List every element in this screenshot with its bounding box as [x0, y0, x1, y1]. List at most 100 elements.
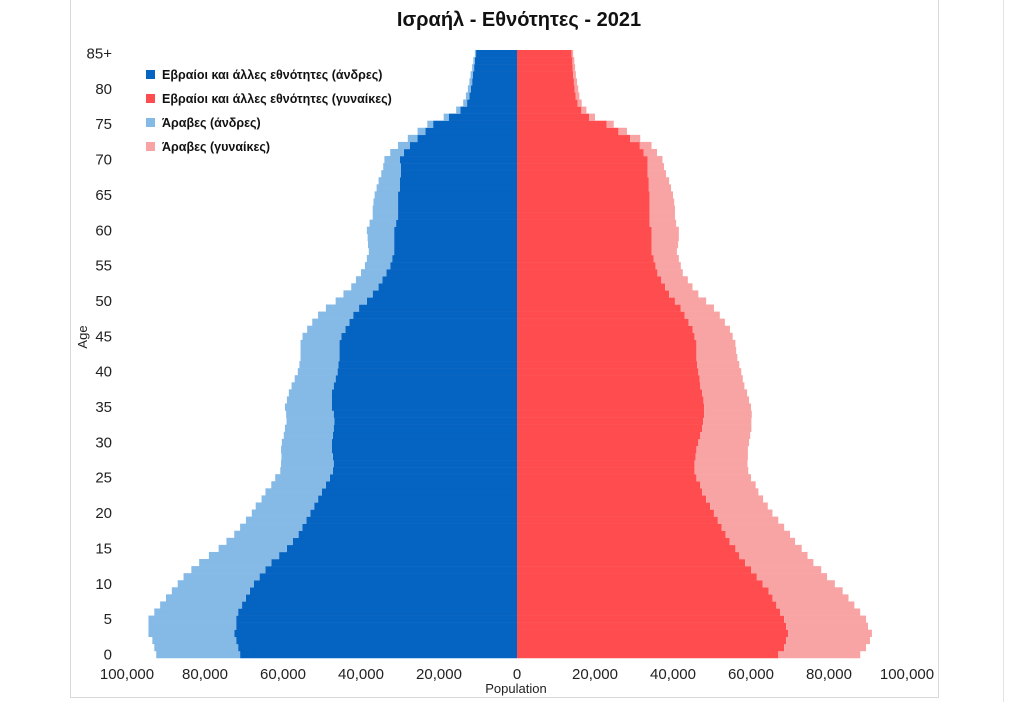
bar-right-series0-age-61	[517, 219, 650, 227]
bar-left-series1-age-1	[154, 643, 239, 652]
bar-left-series0-age-30	[331, 438, 517, 447]
legend-swatch-1	[146, 94, 155, 103]
bar-left-series1-age-20	[251, 509, 311, 517]
bar-right-series1-age-51	[669, 290, 699, 298]
bar-right-series1-age-30	[698, 438, 750, 447]
bar-left-series1-age-71	[390, 148, 404, 157]
bar-right-series0-age-8	[517, 594, 773, 602]
bar-right-series1-age-72	[639, 141, 652, 150]
bar-left-series1-age-56	[366, 255, 393, 263]
y-tick-label-40: 40	[95, 364, 112, 381]
bar-right-series0-age-57	[517, 247, 652, 256]
bar-right-series0-age-60	[517, 226, 652, 235]
bar-left-series1-age-31	[283, 431, 333, 440]
bar-right-series0-age-17	[517, 530, 726, 539]
bar-left-series1-age-59	[367, 233, 395, 242]
bar-right-series1-age-70	[647, 156, 663, 164]
bar-right-series0-age-77	[517, 106, 582, 114]
bar-right-series0-age-34	[517, 410, 705, 418]
bar-right-series1-age-24	[700, 481, 756, 489]
bar-right-series1-age-28	[695, 452, 748, 461]
bar-right-series1-age-48	[684, 311, 720, 319]
bar-left-series0-age-37	[331, 389, 517, 397]
legend-swatch-0	[146, 70, 155, 79]
bar-right-series0-age-46	[517, 325, 693, 334]
bar-left-series1-age-62	[372, 212, 399, 220]
bar-left-series1-age-42	[300, 354, 340, 362]
bar-left-series1-age-32	[284, 424, 334, 433]
bar-right-series1-age-32	[702, 424, 752, 433]
bar-left-series1-age-13	[199, 559, 272, 567]
bar-right-series0-age-42	[517, 354, 697, 362]
bar-left-series1-age-79	[465, 92, 470, 100]
bar-left-series0-age-83	[474, 64, 517, 72]
bar-right-series0-age-68	[517, 170, 648, 178]
bar-right-series1-age-0	[778, 650, 861, 659]
bar-left-series0-age-33	[334, 417, 517, 425]
bar-left-series1-age-43	[300, 346, 340, 355]
bar-right-series1-age-49	[680, 304, 714, 312]
bar-left-series1-age-45	[302, 332, 342, 341]
legend-label-1: Εβραίοι και άλλες εθνότητες (γυναίκες)	[162, 92, 392, 106]
bar-left-series0-age-62	[398, 212, 517, 220]
legend-swatch-3	[146, 142, 155, 151]
bar-right-series0-age-27	[517, 460, 695, 468]
y-tick-label-55: 55	[95, 258, 112, 275]
bar-left-series1-age-47	[312, 318, 350, 326]
bar-right-series0-age-15	[517, 544, 736, 553]
bar-left-series0-age-54	[386, 269, 517, 277]
x-tick-label-2: 60,000	[260, 666, 306, 683]
bar-left-series0-age-12	[265, 566, 517, 574]
bar-right-series1-age-38	[700, 382, 745, 390]
legend-swatch-2	[146, 118, 155, 127]
bar-right-series1-age-67	[648, 177, 670, 185]
bar-left-series0-age-53	[382, 276, 517, 284]
bar-right-series1-age-20	[713, 509, 773, 517]
bar-left-series1-age-14	[208, 551, 280, 560]
bar-left-series0-age-0	[240, 650, 517, 659]
bars-group	[148, 50, 872, 659]
bar-right-series0-age-66	[517, 184, 649, 192]
bar-left-series0-age-82	[472, 71, 517, 79]
bar-right-series0-age-84	[517, 57, 573, 65]
bar-left-series1-age-8	[166, 594, 246, 602]
bar-right-series1-age-7	[776, 601, 855, 609]
bar-left-series0-age-70	[400, 156, 517, 164]
bar-left-series0-age-7	[242, 601, 518, 609]
bar-right-series1-age-71	[643, 148, 658, 157]
bar-left-series0-age-40	[337, 368, 517, 376]
bar-left-series0-age-10	[253, 580, 517, 588]
bar-right-series1-age-59	[651, 233, 679, 242]
bar-right-series1-age-66	[648, 184, 672, 192]
bar-right-series0-age-70	[517, 156, 648, 164]
bar-left-series0-age-1	[238, 643, 517, 652]
bar-left-series1-age-48	[318, 311, 354, 319]
bar-right-series1-age-8	[772, 594, 849, 602]
bar-left-series0-age-38	[333, 382, 517, 390]
bar-right-series1-age-3	[788, 629, 872, 638]
bar-right-series0-age-39	[517, 375, 700, 383]
y-tick-label-25: 25	[95, 470, 112, 487]
bar-left-series1-age-16	[226, 537, 293, 546]
y-tick-label-30: 30	[95, 434, 112, 451]
x-tick-label-3: 40,000	[338, 666, 384, 683]
bar-right-series0-age-64	[517, 198, 650, 206]
bar-left-series0-age-75	[433, 120, 517, 129]
bar-left-series0-age-50	[366, 297, 517, 305]
bar-left-series0-age-42	[339, 354, 517, 362]
bar-left-series1-age-40	[297, 368, 338, 376]
bar-right-series1-age-39	[699, 375, 743, 383]
bar-right-series1-age-13	[745, 559, 814, 567]
bar-left-series1-age-51	[343, 290, 373, 298]
chart-frame	[70, 0, 939, 698]
bar-right-series1-age-36	[703, 396, 750, 404]
bar-left-series1-age-3	[148, 629, 235, 638]
bar-left-series0-age-22	[318, 495, 517, 503]
bar-right-series0-age-0	[517, 650, 779, 659]
bar-left-series1-age-25	[275, 474, 330, 482]
bar-left-series0-age-55	[390, 262, 517, 270]
bar-right-series1-age-57	[651, 247, 677, 256]
legend-label-3: Άραβες (γυναίκες)	[162, 140, 270, 154]
bar-right-series1-age-4	[786, 622, 868, 630]
bar-right-series0-age-69	[517, 163, 648, 171]
